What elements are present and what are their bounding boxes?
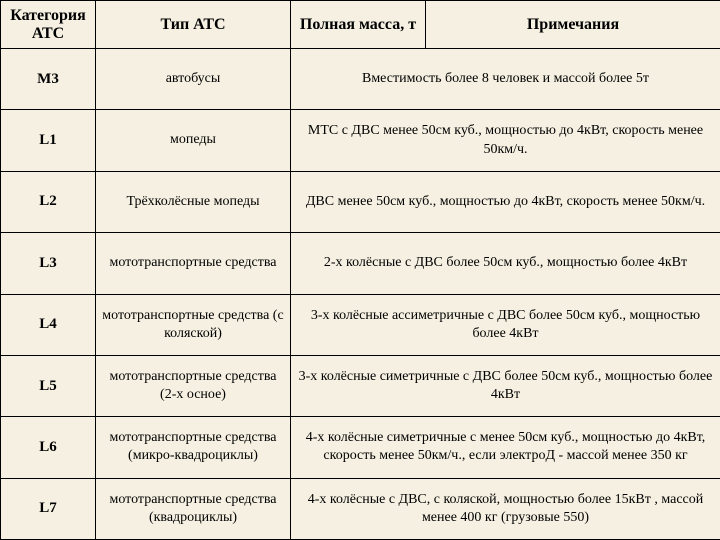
cell-type: автобусы [96, 49, 291, 110]
cell-type: мототранспортные средства (микро-квадроц… [96, 417, 291, 478]
cell-note: Вместимость более 8 человек и массой бол… [291, 49, 720, 110]
header-note: Примечания [426, 1, 720, 49]
cell-note: 4-х колёсные симетричные с менее 50см ку… [291, 417, 720, 478]
cell-type: Трёхколёсные мопеды [96, 171, 291, 232]
table-body: M3 автобусы Вместимость более 8 человек … [1, 49, 720, 540]
table-row: L2 Трёхколёсные мопеды ДВС менее 50см ку… [1, 171, 720, 232]
cell-note: 3-х колёсные ассиметричные с ДВС более 5… [291, 294, 720, 355]
cell-category: L2 [1, 171, 96, 232]
cell-note: МТС с ДВС менее 50см куб., мощностью до … [291, 110, 720, 171]
vehicle-category-table: Категория АТС Тип АТС Полная масса, т Пр… [0, 0, 720, 540]
table-row: L1 мопеды МТС с ДВС менее 50см куб., мощ… [1, 110, 720, 171]
cell-category: L6 [1, 417, 96, 478]
cell-category: M3 [1, 49, 96, 110]
cell-category: L5 [1, 355, 96, 416]
table-row: M3 автобусы Вместимость более 8 человек … [1, 49, 720, 110]
cell-type: мототранспортные средства [96, 233, 291, 294]
cell-note: 4-х колёсные с ДВС, с коляской, мощность… [291, 478, 720, 539]
table-header-row: Категория АТС Тип АТС Полная масса, т Пр… [1, 1, 720, 49]
table-row: L3 мототранспортные средства 2-х колёсны… [1, 233, 720, 294]
cell-type: мототранспортные средства (с коляской) [96, 294, 291, 355]
table-row: L4 мототранспортные средства (с коляской… [1, 294, 720, 355]
header-mass: Полная масса, т [291, 1, 426, 49]
header-category: Категория АТС [1, 1, 96, 49]
cell-type: мототранспортные средства (квадроциклы) [96, 478, 291, 539]
cell-category: L3 [1, 233, 96, 294]
table-row: L5 мототранспортные средства (2-х осное)… [1, 355, 720, 416]
cell-category: L7 [1, 478, 96, 539]
header-type: Тип АТС [96, 1, 291, 49]
cell-category: L1 [1, 110, 96, 171]
cell-type: мопеды [96, 110, 291, 171]
table-row: L7 мототранспортные средства (квадроцикл… [1, 478, 720, 539]
cell-note: 3-х колёсные симетричные с ДВС более 50с… [291, 355, 720, 416]
cell-type: мототранспортные средства (2-х осное) [96, 355, 291, 416]
cell-category: L4 [1, 294, 96, 355]
table-row: L6 мототранспортные средства (микро-квад… [1, 417, 720, 478]
cell-note: ДВС менее 50см куб., мощностью до 4кВт, … [291, 171, 720, 232]
cell-note: 2-х колёсные с ДВС более 50см куб., мощн… [291, 233, 720, 294]
